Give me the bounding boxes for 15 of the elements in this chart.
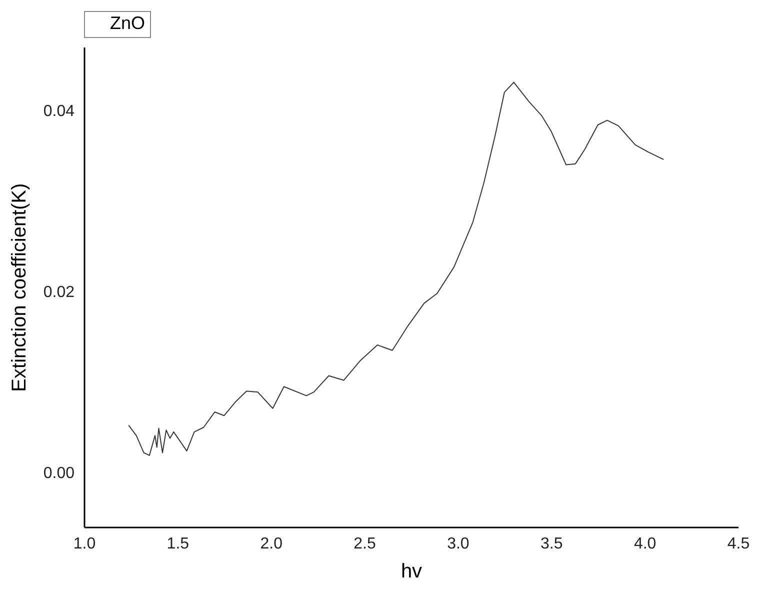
line-series bbox=[128, 82, 664, 456]
text: ZnO bbox=[110, 13, 146, 33]
x-tick-label: 2.0 bbox=[260, 536, 283, 552]
x-tick-label: 2.5 bbox=[354, 536, 376, 552]
x-tick-label: 4.0 bbox=[634, 536, 656, 552]
x-axis-title: hv bbox=[400, 560, 422, 582]
x-tick-label: 1.0 bbox=[73, 536, 96, 552]
x-tick-label: 3.0 bbox=[447, 536, 470, 552]
x-tick-label: 1.5 bbox=[166, 536, 190, 552]
x-tick-label: 4.5 bbox=[727, 536, 750, 552]
y-tick-label: 0.04 bbox=[43, 102, 75, 120]
y-tick-label: 0.00 bbox=[43, 465, 75, 482]
y-axis-title: Extinction coefficient(K) bbox=[8, 183, 30, 392]
y-tick-label: 0.02 bbox=[43, 284, 75, 302]
x-tick-label: 3.5 bbox=[540, 536, 563, 552]
